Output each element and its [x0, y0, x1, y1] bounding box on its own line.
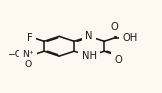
Text: NH: NH [82, 51, 97, 61]
Text: N⁺: N⁺ [22, 50, 34, 59]
Text: O: O [115, 55, 123, 65]
Text: F: F [27, 33, 33, 43]
Text: −O: −O [7, 50, 22, 59]
Text: O: O [111, 23, 119, 32]
Text: O: O [24, 60, 32, 69]
Text: OH: OH [123, 33, 138, 43]
Text: N: N [85, 31, 93, 41]
